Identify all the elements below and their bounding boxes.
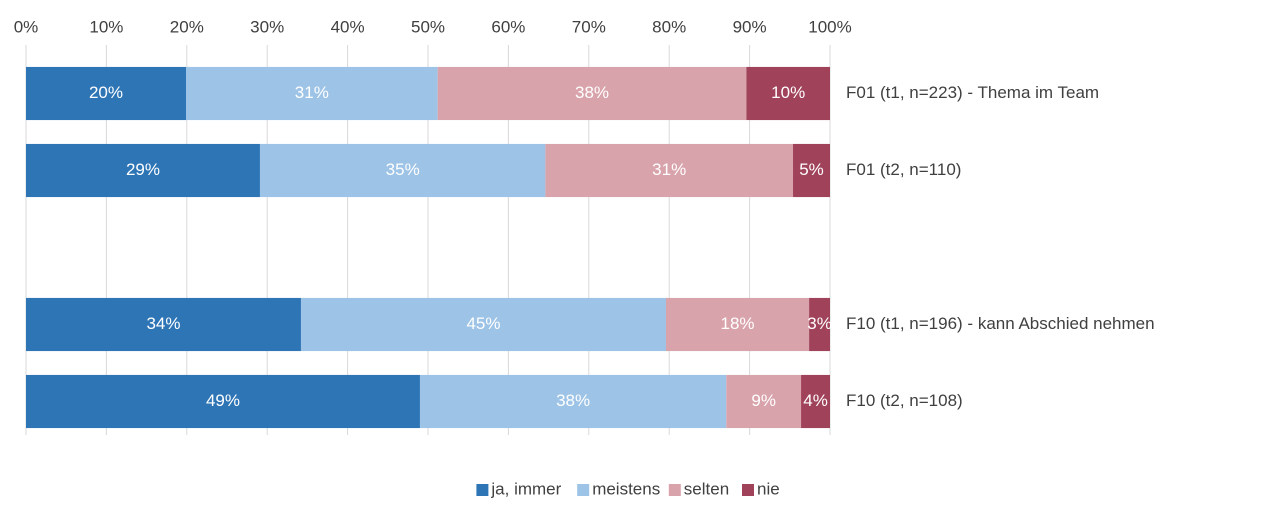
bar-segment xyxy=(437,66,747,121)
legend-swatch xyxy=(577,484,590,496)
bar-segment xyxy=(259,143,546,198)
bar-segment xyxy=(26,143,260,198)
legend-label: ja, immer xyxy=(490,479,561,498)
data-label: 29% xyxy=(126,160,160,179)
legend-swatch xyxy=(742,484,754,496)
bar-segment xyxy=(300,297,666,352)
legend-swatch xyxy=(668,484,681,496)
x-tick-label: 20% xyxy=(170,17,204,36)
bar-segment xyxy=(26,66,186,121)
x-tick-label: 40% xyxy=(331,17,365,36)
x-tick-label: 50% xyxy=(411,17,445,36)
data-label: 31% xyxy=(652,160,686,179)
data-label: 38% xyxy=(556,391,590,410)
data-label: 3% xyxy=(807,314,832,333)
bar-segment xyxy=(809,297,830,352)
data-label: 4% xyxy=(803,391,828,410)
data-label: 20% xyxy=(89,83,123,102)
bar-segment xyxy=(545,143,794,198)
x-tick-label: 10% xyxy=(89,17,123,36)
data-label: 45% xyxy=(466,314,500,333)
legend-swatch xyxy=(476,484,489,496)
category-label: F01 (t1, n=223) - Thema im Team xyxy=(846,83,1099,102)
bar-segment xyxy=(665,297,810,352)
bar-segment xyxy=(26,374,420,429)
x-tick-label: 80% xyxy=(652,17,686,36)
bar-segment xyxy=(185,66,438,121)
x-tick-label: 90% xyxy=(733,17,767,36)
x-tick-label: 100% xyxy=(808,17,851,36)
legend-label: nie xyxy=(757,479,780,498)
bar-segment xyxy=(419,374,727,429)
x-tick-label: 30% xyxy=(250,17,284,36)
x-tick-label: 0% xyxy=(14,17,39,36)
data-label: 34% xyxy=(146,314,180,333)
data-label: 9% xyxy=(751,391,776,410)
category-label: F10 (t1, n=196) - kann Abschied nehmen xyxy=(846,314,1155,333)
bar-segment xyxy=(801,374,830,429)
category-label: F10 (t2, n=108) xyxy=(846,391,963,410)
data-label: 49% xyxy=(206,391,240,410)
data-label: 18% xyxy=(721,314,755,333)
legend-label: selten xyxy=(684,479,729,498)
data-label: 10% xyxy=(771,83,805,102)
x-tick-label: 70% xyxy=(572,17,606,36)
data-label: 35% xyxy=(386,160,420,179)
legend-label: meistens xyxy=(592,479,660,498)
bar-segment xyxy=(746,66,830,121)
category-label: F01 (t2, n=110) xyxy=(846,160,961,179)
data-label: 38% xyxy=(575,83,609,102)
data-label: 5% xyxy=(799,160,824,179)
x-tick-label: 60% xyxy=(491,17,525,36)
bar-segment xyxy=(726,374,802,429)
data-label: 31% xyxy=(295,83,329,102)
bar-segment xyxy=(793,143,830,198)
bar-segment xyxy=(26,297,301,352)
